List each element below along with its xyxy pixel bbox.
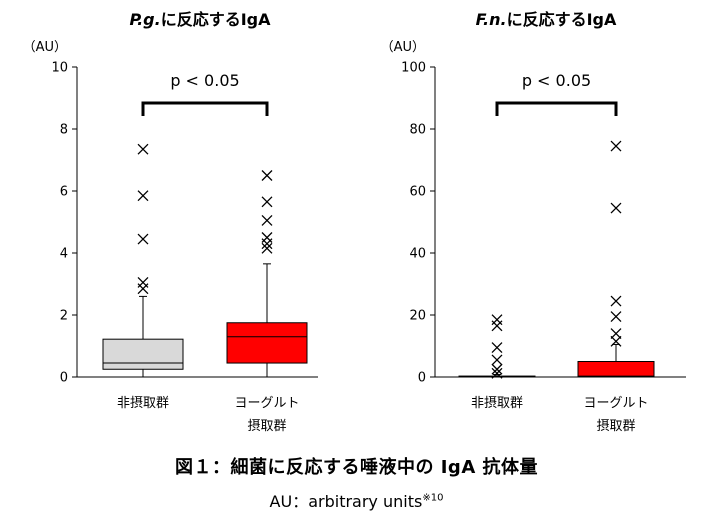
figure-caption-note: AU：arbitrary units※10: [0, 488, 713, 512]
figure-caption-title: 図１：細菌に反応する唾液中の IgA 抗体量: [174, 457, 539, 478]
panel-2-group-2-outlier-marker: [610, 328, 622, 340]
panel-2-title: F.n.に反応するIgA: [476, 10, 617, 29]
panel-2-group-2-outlier-marker: [610, 202, 622, 214]
panel-2-group-2-outlier-marker: [610, 140, 622, 152]
panel-1-group-2-outlier-marker: [261, 242, 273, 254]
panel-1-group-2-outlier-marker: [261, 196, 273, 208]
panel-2-title-text: に反応するIgA: [507, 10, 617, 29]
panel-1-y-tick-label: 10: [51, 61, 68, 76]
panel-2-y-tick-label: 20: [409, 309, 426, 324]
panel-1-group-2-outlier-marker: [261, 170, 273, 181]
panel-2-group-1-outlier-marker: [491, 367, 503, 379]
caption-note-reference: ※10: [422, 492, 444, 504]
panel-1-group-1-outlier-marker: [137, 233, 149, 245]
panel-2-y-tick-label: 100: [401, 61, 426, 76]
panel-1-group-1-outlier-marker: [137, 143, 149, 155]
panel-2-group-1-outlier-marker: [491, 354, 503, 366]
caption-note-text: AU：arbitrary units: [269, 492, 423, 511]
panel-1-y-tick-label: 6: [60, 185, 68, 200]
panel-2-group-2-category-label: ヨーグルト: [583, 396, 648, 411]
panel-1-significance-label: p < 0.05: [170, 71, 239, 90]
panel-2-y-tick-label: 40: [409, 247, 426, 262]
panel-1-group-2-category-label: ヨーグルト: [234, 396, 299, 411]
panel-2-y-unit: （AU）: [381, 40, 425, 55]
panel-2-group-1-outlier-marker: [491, 342, 503, 354]
panel-1-group-1-category-label: 非摂取群: [117, 395, 169, 411]
panel-1-title-species: P.g.: [129, 10, 160, 29]
panel-1-group-2-box: [226, 322, 308, 364]
panel-1-y-tick-label: 8: [60, 123, 68, 138]
panel-2-y-tick-label: 0: [418, 371, 426, 386]
panel-1-group-2-category-label: 摂取群: [247, 418, 286, 434]
panel-2-group-2-box: [577, 361, 655, 378]
panel-2-group-1-outlier-marker: [491, 314, 503, 326]
panel-2-group-2-outlier-marker: [610, 335, 622, 347]
panel-1-significance-bracket: [141, 101, 269, 116]
panel-1-y-tick-label: 0: [60, 371, 68, 386]
panel-2-y-tick-label: 60: [409, 185, 426, 200]
panel-2-y-tick-label: 80: [409, 123, 426, 138]
panel-1-group-2-outlier-marker: [261, 232, 273, 243]
panel-2-significance-label: p < 0.05: [522, 71, 591, 90]
panel-1-group-1-outlier-marker: [137, 190, 149, 202]
panel-1-group-1-outlier-marker: [137, 276, 149, 288]
panel-2-title-species: F.n.: [476, 10, 507, 29]
panel-2-group-2-category-label: 摂取群: [596, 418, 635, 434]
panel-1-y-tick-label: 2: [60, 309, 68, 324]
panel-2-group-1-outlier-marker: [491, 363, 503, 375]
panel-2-group-2-outlier-marker: [610, 295, 622, 307]
panel-2-group-2-outlier-marker: [610, 311, 622, 323]
panel-1-y-tick-label: 4: [60, 247, 68, 262]
panel-1-y-unit: （AU）: [23, 40, 67, 55]
panel-1-title: P.g.に反応するIgA: [129, 10, 271, 29]
panel-2-significance-bracket: [495, 101, 618, 116]
panel-1-title-text: に反応するIgA: [161, 10, 271, 29]
panel-1-group-1-box: [102, 338, 184, 370]
panel-2-group-1-category-label: 非摂取群: [471, 395, 523, 411]
panel-1-group-2-outlier-marker: [261, 214, 273, 226]
